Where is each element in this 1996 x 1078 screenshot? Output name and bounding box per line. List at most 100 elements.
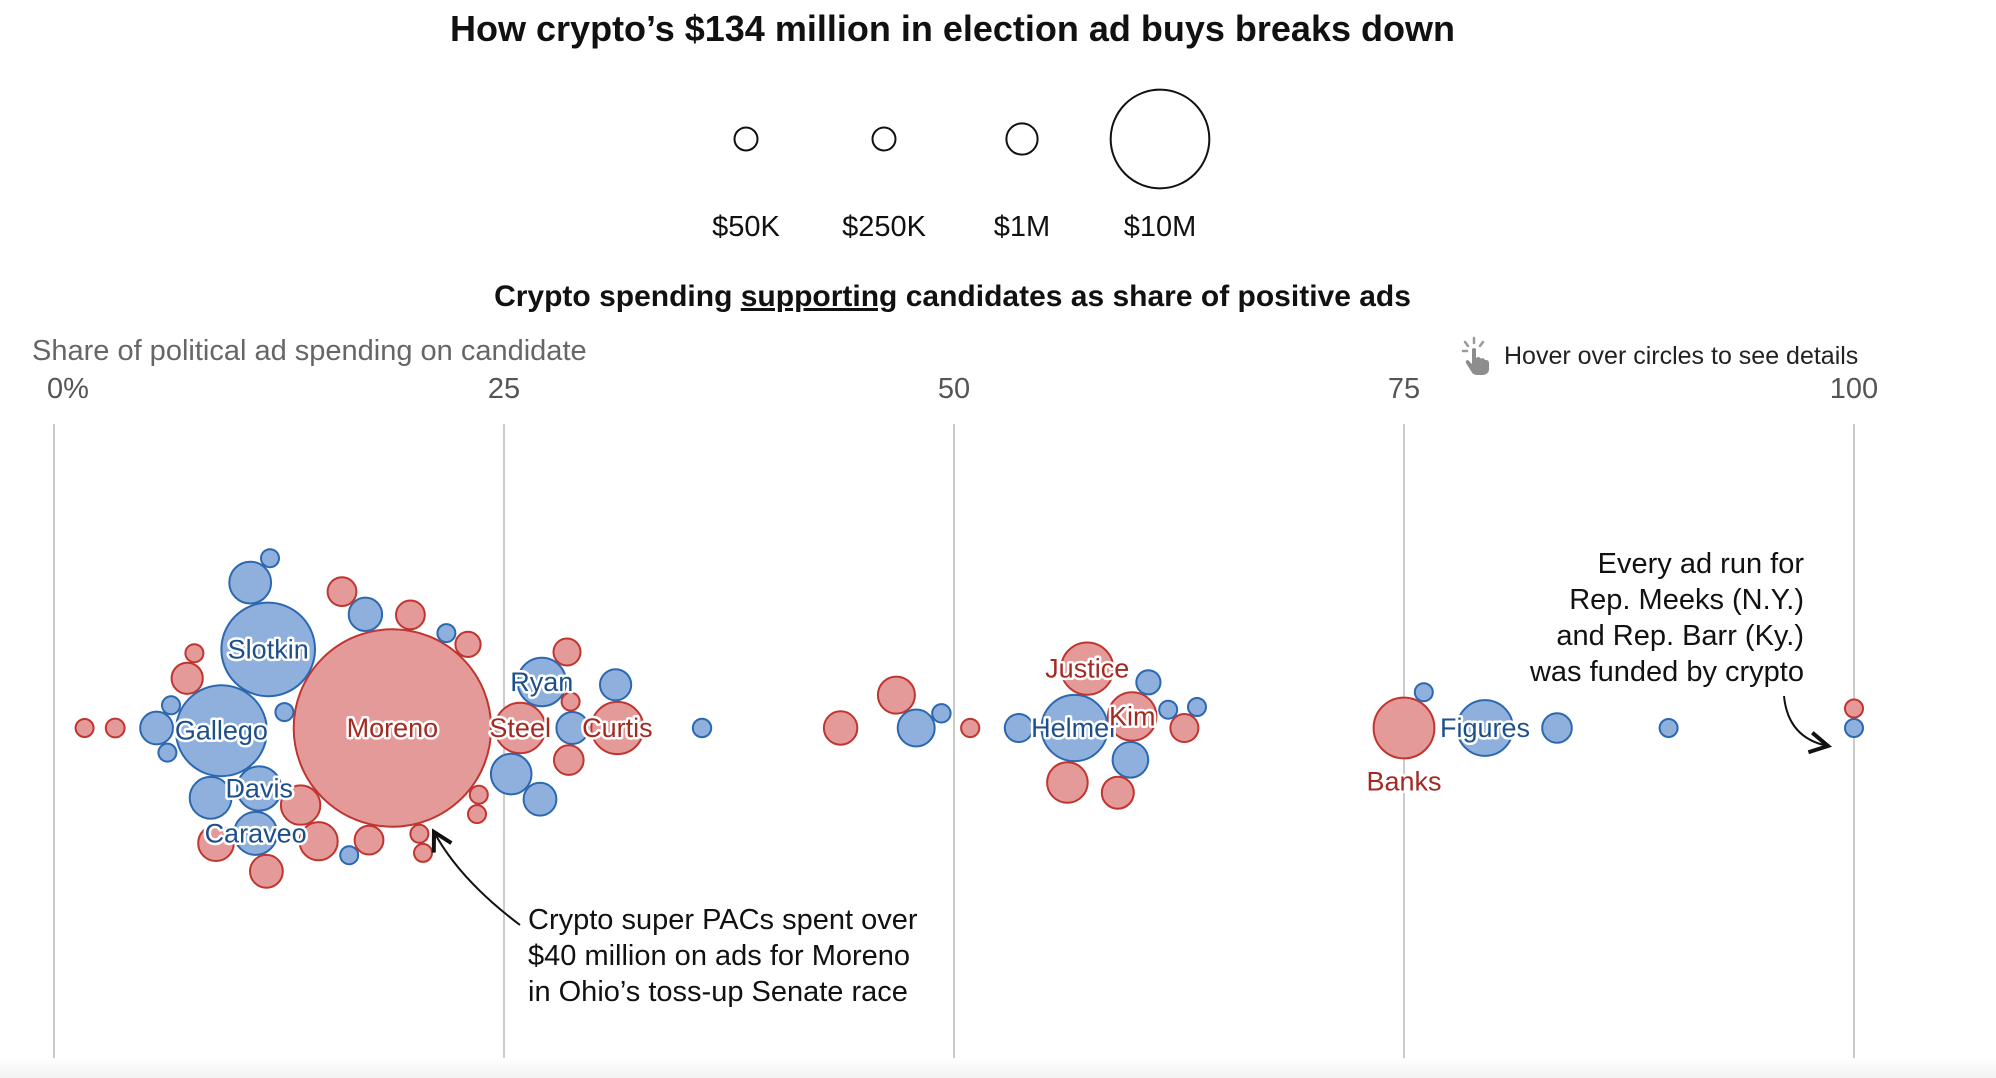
republican-bubble[interactable] xyxy=(249,853,284,889)
republican-bubble[interactable] xyxy=(467,804,487,825)
bubble-label-figures: Figures xyxy=(1440,713,1530,743)
republican-bubble[interactable] xyxy=(960,717,981,739)
democrat-bubble[interactable] xyxy=(260,548,280,569)
republican-bubble[interactable] xyxy=(184,643,205,664)
democrat-bubble[interactable] xyxy=(1456,699,1514,757)
democrat-bubble[interactable] xyxy=(555,711,590,745)
democrat-bubble[interactable] xyxy=(1135,669,1162,696)
democrat-bubble[interactable] xyxy=(516,656,567,708)
republican-bubble[interactable] xyxy=(326,576,358,607)
bubble-label-moreno: Moreno xyxy=(347,713,439,743)
republican-bubble[interactable] xyxy=(494,701,547,755)
size-legend: $50K $250K $1M $10M xyxy=(0,0,1996,260)
republican-bubble[interactable] xyxy=(454,630,482,659)
democrat-bubble[interactable] xyxy=(489,752,533,796)
democrat-bubble[interactable] xyxy=(228,560,273,605)
democrat-bubble[interactable] xyxy=(1111,741,1150,779)
bubble-label-helmer: Helmer xyxy=(1031,713,1118,743)
democrat-bubble[interactable] xyxy=(157,742,178,763)
democrat-bubble[interactable] xyxy=(599,668,633,702)
bubbles xyxy=(74,548,1864,889)
republican-bubble[interactable] xyxy=(413,842,433,863)
republican-bubble[interactable] xyxy=(197,824,235,863)
republican-bubble[interactable] xyxy=(104,717,126,739)
democrat-bubble[interactable] xyxy=(1187,697,1207,717)
republican-bubble[interactable] xyxy=(552,637,582,667)
democrat-bubble[interactable] xyxy=(896,708,936,748)
democrat-bubble[interactable] xyxy=(174,684,268,778)
legend-circle xyxy=(1005,122,1039,156)
republican-bubble[interactable] xyxy=(409,823,430,844)
democrat-bubble[interactable] xyxy=(274,702,295,723)
moreno-annotation: Crypto super PACs spent over $40 million… xyxy=(528,904,918,1008)
republican-bubble[interactable] xyxy=(395,599,426,631)
democrat-bubble[interactable] xyxy=(1541,712,1573,744)
republican-bubble[interactable] xyxy=(292,628,493,828)
democrat-bubble[interactable] xyxy=(1040,693,1109,763)
republican-bubble[interactable] xyxy=(298,821,339,862)
democrat-bubble[interactable] xyxy=(233,810,279,856)
republican-bubble[interactable] xyxy=(170,661,204,695)
republican-bubble[interactable] xyxy=(468,784,489,805)
republican-bubble[interactable] xyxy=(1372,696,1436,760)
democrat-bubble[interactable] xyxy=(691,717,713,739)
republican-bubble[interactable] xyxy=(553,744,585,776)
bubble-label-ryan: Ryan xyxy=(510,667,573,697)
democrat-bubble[interactable] xyxy=(1413,682,1434,703)
meeks-barr-annotation: Every ad run for Rep. Meeks (N.Y.) and R… xyxy=(1529,548,1804,688)
x-tick-label: 75 xyxy=(1387,373,1421,405)
gridlines xyxy=(53,424,1855,1062)
republican-bubble[interactable] xyxy=(822,710,859,746)
bubble-label-gallego: Gallego xyxy=(175,716,268,746)
republican-bubble[interactable] xyxy=(353,824,385,856)
republican-bubble[interactable] xyxy=(74,718,95,738)
democrat-bubble[interactable] xyxy=(220,601,317,698)
legend-circle xyxy=(733,126,759,152)
republican-bubble[interactable] xyxy=(1169,713,1200,743)
democrat-bubble[interactable] xyxy=(139,710,175,746)
hover-hint: Hover over circles to see details xyxy=(1460,336,1858,376)
democrat-bubble[interactable] xyxy=(347,596,384,632)
democrat-bubble[interactable] xyxy=(188,775,233,820)
moreno-annotation-arrow xyxy=(434,832,521,926)
republican-bubble[interactable] xyxy=(876,675,916,715)
democrat-bubble[interactable] xyxy=(1003,713,1034,743)
subtitle-before: Crypto spending xyxy=(494,280,741,313)
bubble-label-banks: Banks xyxy=(1366,766,1441,796)
legend-size-label: $1M xyxy=(993,211,1051,243)
democrat-bubble[interactable] xyxy=(161,695,181,716)
republican-bubble[interactable] xyxy=(1100,775,1135,810)
democrat-bubble[interactable] xyxy=(931,703,952,724)
chart-subtitle: Crypto spending supporting candidates as… xyxy=(0,280,1905,314)
republican-bubble[interactable] xyxy=(1060,641,1115,696)
bubble-label-kim: Kim xyxy=(1109,701,1156,731)
bubble-label-davis: Davis xyxy=(225,774,293,804)
x-tick-label: 0% xyxy=(47,373,89,405)
bottom-fade xyxy=(0,1058,1996,1078)
x-tick-label: 25 xyxy=(487,373,521,405)
legend-size-label: $50K xyxy=(712,211,780,243)
democrat-bubble[interactable] xyxy=(236,765,283,812)
democrat-bubble[interactable] xyxy=(1844,718,1864,738)
legend-circle xyxy=(871,126,897,152)
republican-bubble[interactable] xyxy=(590,700,645,756)
democrat-bubble[interactable] xyxy=(522,781,558,817)
republican-bubble[interactable] xyxy=(1844,698,1864,719)
hover-hint-text: Hover over circles to see details xyxy=(1504,341,1859,370)
subtitle-after: candidates as share of positive ads xyxy=(897,280,1411,313)
x-tick-label: 50 xyxy=(937,373,971,405)
democrat-bubble[interactable] xyxy=(339,845,360,866)
bubble-labels: Moreno Slotkin Gallego Banks Helmer Figures Ju… xyxy=(172,632,1532,851)
bubble-label-caraveo: Caraveo xyxy=(205,818,307,848)
democrat-bubble[interactable] xyxy=(1158,699,1179,720)
x-axis-title: Share of political ad spending on candid… xyxy=(32,335,587,367)
republican-bubble[interactable] xyxy=(1107,691,1158,742)
democrat-bubble[interactable] xyxy=(436,623,457,644)
democrat-bubble[interactable] xyxy=(1658,718,1679,738)
bubble-label-slotkin: Slotkin xyxy=(228,634,309,664)
republican-bubble[interactable] xyxy=(1046,761,1089,804)
republican-bubble[interactable] xyxy=(279,784,322,826)
republican-bubble[interactable] xyxy=(560,691,581,712)
chart-title: How crypto’s $134 million in election ad… xyxy=(450,8,1455,49)
